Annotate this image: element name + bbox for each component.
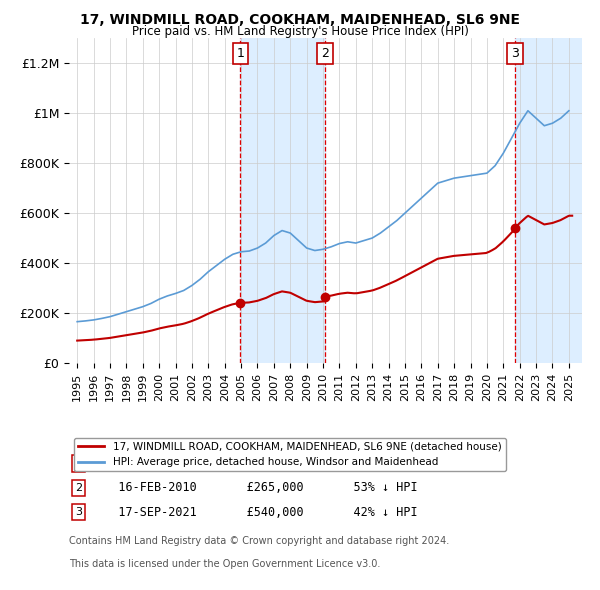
Text: 2: 2 [321, 47, 329, 60]
Text: 17, WINDMILL ROAD, COOKHAM, MAIDENHEAD, SL6 9NE: 17, WINDMILL ROAD, COOKHAM, MAIDENHEAD, … [80, 13, 520, 27]
Text: Price paid vs. HM Land Registry's House Price Index (HPI): Price paid vs. HM Land Registry's House … [131, 25, 469, 38]
Text: 2: 2 [74, 483, 82, 493]
Bar [241, 38, 325, 363]
Text: 3: 3 [511, 47, 519, 60]
Text: Contains HM Land Registry data © Crown copyright and database right 2024.: Contains HM Land Registry data © Crown c… [69, 536, 449, 546]
Text: 17-DEC-2004       £240,000       48% ↓ HPI: 17-DEC-2004 £240,000 48% ↓ HPI [97, 457, 418, 470]
Text: This data is licensed under the Open Government Licence v3.0.: This data is licensed under the Open Gov… [69, 559, 380, 569]
Text: 16-FEB-2010       £265,000       53% ↓ HPI: 16-FEB-2010 £265,000 53% ↓ HPI [97, 481, 418, 494]
Legend: 17, WINDMILL ROAD, COOKHAM, MAIDENHEAD, SL6 9NE (detached house), HPI: Average p: 17, WINDMILL ROAD, COOKHAM, MAIDENHEAD, … [74, 438, 506, 471]
Text: 17-SEP-2021       £540,000       42% ↓ HPI: 17-SEP-2021 £540,000 42% ↓ HPI [97, 506, 418, 519]
Text: 1: 1 [75, 458, 82, 468]
Text: 3: 3 [75, 507, 82, 517]
Text: 1: 1 [236, 47, 244, 60]
Bar [515, 38, 582, 363]
